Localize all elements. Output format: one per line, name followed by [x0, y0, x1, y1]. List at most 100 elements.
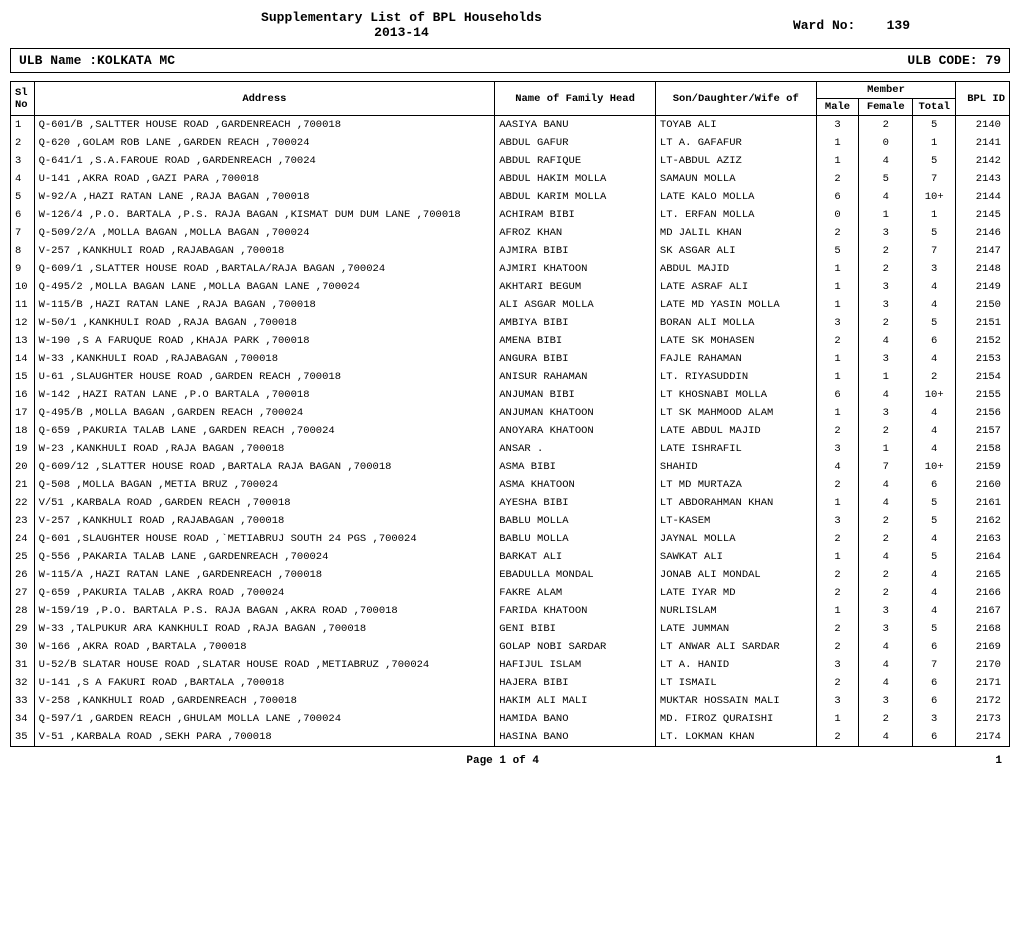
cell-bpl-id: 2147: [956, 242, 1010, 260]
cell-sl: 11: [11, 296, 35, 314]
col-relation: Son/Daughter/Wife of: [655, 82, 816, 116]
table-row: 35V-51 ,KARBALA ROAD ,SEKH PARA ,700018H…: [11, 728, 1010, 747]
cell-female: 4: [859, 638, 913, 656]
table-row: 15U-61 ,SLAUGHTER HOUSE ROAD ,GARDEN REA…: [11, 368, 1010, 386]
cell-male: 1: [816, 296, 859, 314]
ulb-name: KOLKATA MC: [97, 53, 175, 68]
cell-sl: 26: [11, 566, 35, 584]
cell-total: 4: [913, 566, 956, 584]
cell-female: 4: [859, 386, 913, 404]
cell-family-head: HAJERA BIBI: [495, 674, 656, 692]
cell-female: 2: [859, 260, 913, 278]
cell-sl: 27: [11, 584, 35, 602]
cell-sl: 22: [11, 494, 35, 512]
table-row: 14W-33 ,KANKHULI ROAD ,RAJABAGAN ,700018…: [11, 350, 1010, 368]
cell-sl: 13: [11, 332, 35, 350]
cell-bpl-id: 2170: [956, 656, 1010, 674]
cell-family-head: HAFIJUL ISLAM: [495, 656, 656, 674]
cell-total: 10+: [913, 458, 956, 476]
cell-relation: BORAN ALI MOLLA: [655, 314, 816, 332]
col-address: Address: [34, 82, 495, 116]
cell-relation: LATE JUMMAN: [655, 620, 816, 638]
cell-bpl-id: 2166: [956, 584, 1010, 602]
cell-sl: 16: [11, 386, 35, 404]
cell-bpl-id: 2148: [956, 260, 1010, 278]
cell-bpl-id: 2156: [956, 404, 1010, 422]
cell-sl: 10: [11, 278, 35, 296]
cell-male: 2: [816, 638, 859, 656]
cell-bpl-id: 2140: [956, 116, 1010, 135]
cell-bpl-id: 2155: [956, 386, 1010, 404]
cell-relation: SAWKAT ALI: [655, 548, 816, 566]
cell-bpl-id: 2154: [956, 368, 1010, 386]
cell-family-head: HASINA BANO: [495, 728, 656, 747]
cell-family-head: BABLU MOLLA: [495, 530, 656, 548]
table-row: 4U-141 ,AKRA ROAD ,GAZI PARA ,700018ABDU…: [11, 170, 1010, 188]
cell-total: 5: [913, 152, 956, 170]
table-row: 9Q-609/1 ,SLATTER HOUSE ROAD ,BARTALA/RA…: [11, 260, 1010, 278]
cell-address: W-166 ,AKRA ROAD ,BARTALA ,700018: [34, 638, 495, 656]
cell-bpl-id: 2171: [956, 674, 1010, 692]
cell-total: 5: [913, 494, 956, 512]
cell-bpl-id: 2158: [956, 440, 1010, 458]
cell-address: Q-659 ,PAKURIA TALAB ,AKRA ROAD ,700024: [34, 584, 495, 602]
cell-sl: 2: [11, 134, 35, 152]
col-female: Female: [859, 99, 913, 116]
cell-male: 2: [816, 674, 859, 692]
cell-male: 1: [816, 350, 859, 368]
cell-total: 4: [913, 278, 956, 296]
cell-sl: 28: [11, 602, 35, 620]
cell-family-head: ANJUMAN KHATOON: [495, 404, 656, 422]
cell-sl: 21: [11, 476, 35, 494]
cell-male: 3: [816, 512, 859, 530]
cell-total: 5: [913, 224, 956, 242]
cell-sl: 29: [11, 620, 35, 638]
cell-total: 6: [913, 728, 956, 747]
cell-female: 2: [859, 530, 913, 548]
cell-family-head: ABDUL GAFUR: [495, 134, 656, 152]
cell-male: 5: [816, 242, 859, 260]
cell-sl: 8: [11, 242, 35, 260]
ulb-bar: ULB Name :KOLKATA MC ULB CODE: 79: [10, 48, 1010, 73]
cell-sl: 35: [11, 728, 35, 747]
cell-bpl-id: 2162: [956, 512, 1010, 530]
ward-block: Ward No: 139: [793, 18, 1010, 33]
cell-male: 2: [816, 584, 859, 602]
cell-relation: LT. LOKMAN KHAN: [655, 728, 816, 747]
cell-relation: MD JALIL KHAN: [655, 224, 816, 242]
cell-relation: JONAB ALI MONDAL: [655, 566, 816, 584]
table-row: 1Q-601/B ,SALTTER HOUSE ROAD ,GARDENREAC…: [11, 116, 1010, 135]
col-bpl-id: BPL ID: [956, 82, 1010, 116]
cell-sl: 5: [11, 188, 35, 206]
cell-family-head: ABDUL RAFIQUE: [495, 152, 656, 170]
table-body: 1Q-601/B ,SALTTER HOUSE ROAD ,GARDENREAC…: [11, 116, 1010, 747]
cell-total: 6: [913, 674, 956, 692]
cell-bpl-id: 2153: [956, 350, 1010, 368]
cell-bpl-id: 2161: [956, 494, 1010, 512]
cell-female: 1: [859, 440, 913, 458]
cell-family-head: ANSAR .: [495, 440, 656, 458]
cell-male: 1: [816, 548, 859, 566]
cell-female: 3: [859, 350, 913, 368]
cell-relation: TOYAB ALI: [655, 116, 816, 135]
cell-male: 1: [816, 602, 859, 620]
cell-relation: LT SK MAHMOOD ALAM: [655, 404, 816, 422]
cell-bpl-id: 2145: [956, 206, 1010, 224]
cell-family-head: AKHTARI BEGUM: [495, 278, 656, 296]
cell-female: 4: [859, 152, 913, 170]
cell-female: 4: [859, 548, 913, 566]
cell-relation: LATE ABDUL MAJID: [655, 422, 816, 440]
cell-female: 4: [859, 656, 913, 674]
table-row: 18Q-659 ,PAKURIA TALAB LANE ,GARDEN REAC…: [11, 422, 1010, 440]
cell-sl: 14: [11, 350, 35, 368]
table-row: 23V-257 ,KANKHULI ROAD ,RAJABAGAN ,70001…: [11, 512, 1010, 530]
title-block: Supplementary List of BPL Households 201…: [10, 10, 793, 40]
ulb-name-label: ULB Name :: [19, 53, 97, 68]
cell-total: 5: [913, 116, 956, 135]
cell-family-head: ANGURA BIBI: [495, 350, 656, 368]
cell-male: 3: [816, 116, 859, 135]
cell-relation: LATE IYAR MD: [655, 584, 816, 602]
cell-bpl-id: 2172: [956, 692, 1010, 710]
table-row: 25Q-556 ,PAKARIA TALAB LANE ,GARDENREACH…: [11, 548, 1010, 566]
cell-family-head: EBADULLA MONDAL: [495, 566, 656, 584]
